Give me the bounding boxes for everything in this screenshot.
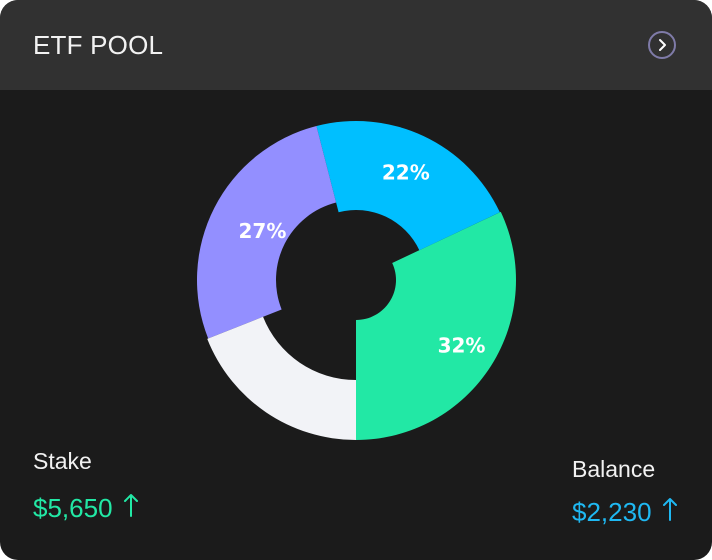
chevron-right-circle-icon[interactable] bbox=[648, 31, 676, 59]
card-header: ETF POOL bbox=[0, 0, 712, 90]
donut-slice bbox=[207, 317, 356, 440]
slice-label: 22% bbox=[382, 161, 430, 185]
balance-label: Balance bbox=[572, 456, 655, 483]
stake-value: $5,650 bbox=[33, 493, 113, 524]
arrow-up-icon bbox=[123, 492, 139, 525]
stake-value-row: $5,650 bbox=[33, 492, 139, 525]
card-title: ETF POOL bbox=[33, 30, 163, 61]
donut-chart: 32% 22% 27% bbox=[0, 90, 712, 450]
arrow-up-icon bbox=[662, 496, 678, 529]
stake-label: Stake bbox=[33, 448, 92, 475]
slice-label: 32% bbox=[438, 333, 486, 357]
balance-value: $2,230 bbox=[572, 497, 652, 528]
donut-chart-svg: 32% 22% 27% bbox=[0, 90, 712, 450]
donut-slice bbox=[356, 212, 516, 440]
slice-label: 27% bbox=[239, 219, 287, 243]
balance-value-row: $2,230 bbox=[572, 496, 678, 529]
chevron-right-icon bbox=[655, 38, 669, 52]
